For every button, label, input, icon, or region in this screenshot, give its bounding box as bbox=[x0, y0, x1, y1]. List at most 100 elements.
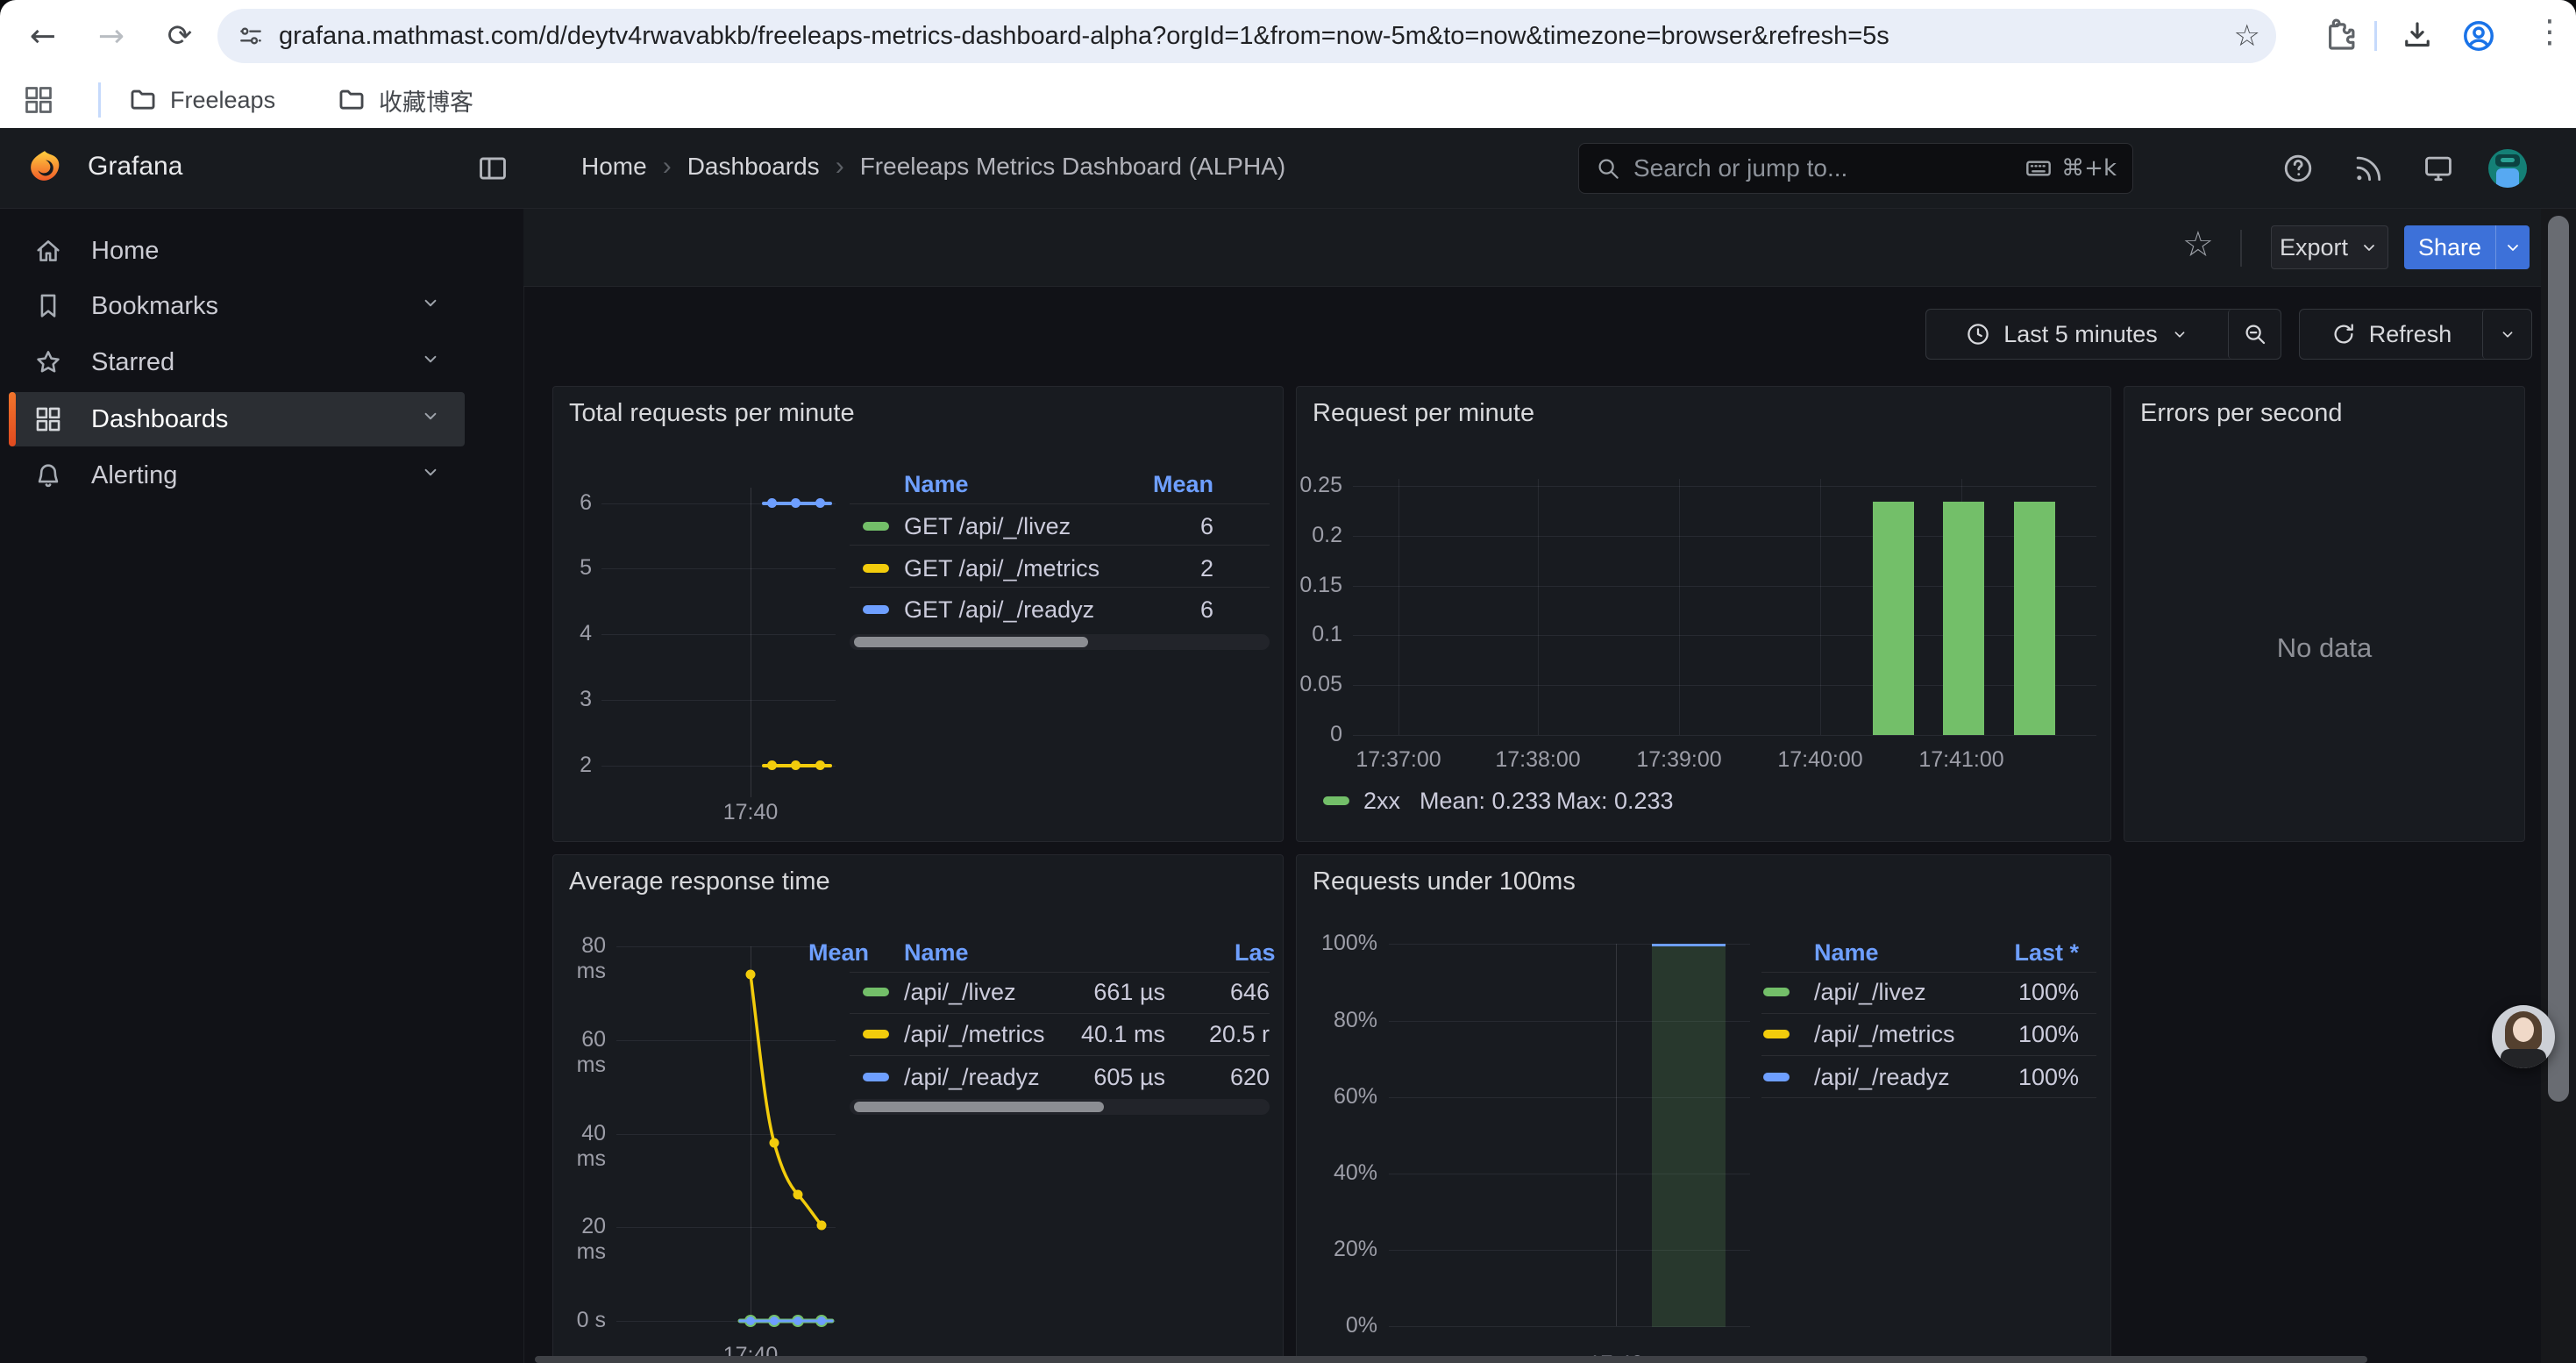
clock-icon bbox=[1965, 321, 1991, 347]
panel-requests-under-100ms[interactable]: Requests under 100ms 100% 80% 60% 40% 20… bbox=[1296, 854, 2111, 1363]
breadcrumb-home[interactable]: Home bbox=[581, 153, 647, 181]
table-header-last[interactable]: Las bbox=[1235, 939, 1276, 967]
page-scrollbar-thumb[interactable] bbox=[2548, 216, 2569, 1102]
share-button[interactable]: Share bbox=[2404, 225, 2495, 269]
sidebar-item-starred[interactable]: Starred bbox=[9, 335, 465, 389]
legend-series-name[interactable]: 2xx bbox=[1363, 788, 1400, 815]
profile-icon[interactable] bbox=[2460, 18, 2497, 59]
series-color-swatch[interactable] bbox=[1763, 988, 1790, 996]
legend-mean: Mean: 0.233 bbox=[1420, 788, 1551, 815]
breadcrumb-dashboards[interactable]: Dashboards bbox=[687, 153, 820, 181]
table-header-name[interactable]: Name bbox=[904, 471, 969, 498]
data-point bbox=[767, 760, 777, 770]
browser-forward-button[interactable]: → bbox=[91, 16, 132, 56]
chevron-down-icon[interactable] bbox=[419, 460, 442, 490]
time-range-picker-button[interactable]: Last 5 minutes bbox=[1926, 310, 2228, 359]
bookmark-star-icon[interactable]: ☆ bbox=[2234, 18, 2260, 54]
series-name[interactable]: GET /api/_/livez bbox=[904, 513, 1071, 540]
bookmark-folder-freeleaps[interactable]: Freeleaps bbox=[114, 80, 289, 120]
y-tick: 20% bbox=[1297, 1237, 1377, 1262]
horizontal-scrollbar-thumb[interactable] bbox=[535, 1356, 2367, 1363]
series-color-swatch[interactable] bbox=[1763, 1073, 1790, 1081]
bookmark-label: Freeleaps bbox=[170, 87, 275, 114]
series-name[interactable]: /api/_/livez bbox=[1814, 979, 1926, 1006]
refresh-interval-dropdown[interactable] bbox=[2482, 310, 2531, 359]
table-header-mean[interactable]: Mean bbox=[694, 939, 869, 967]
series-color-swatch[interactable] bbox=[863, 605, 889, 614]
series-name[interactable]: /api/_/readyz bbox=[1814, 1064, 1950, 1091]
panel-total-requests-per-minute[interactable]: Total requests per minute 6 5 4 3 2 17:4… bbox=[552, 386, 1284, 842]
favorite-star-icon[interactable]: ☆ bbox=[2182, 225, 2214, 265]
share-dropdown-button[interactable] bbox=[2495, 225, 2530, 269]
sidebar-item-bookmarks[interactable]: Bookmarks bbox=[9, 279, 465, 333]
table-header-name[interactable]: Name bbox=[1814, 939, 1879, 967]
downloads-icon[interactable] bbox=[2399, 18, 2436, 59]
monitor-kiosk-icon[interactable] bbox=[2422, 152, 2455, 189]
panel-average-response-time[interactable]: Average response time 80 ms 60 ms 40 ms … bbox=[552, 854, 1284, 1363]
table-header-name[interactable]: Name bbox=[904, 939, 969, 967]
toolbar-divider bbox=[2374, 21, 2377, 51]
keyboard-icon bbox=[2025, 154, 2053, 182]
url-text[interactable]: grafana.mathmast.com/d/deytv4rwavabkb/fr… bbox=[279, 22, 2190, 51]
browser-back-button[interactable]: ← bbox=[23, 16, 63, 56]
table-scrollbar[interactable] bbox=[850, 1099, 1270, 1115]
gridline bbox=[1353, 635, 2096, 636]
panel-errors-per-second[interactable]: Errors per second No data bbox=[2124, 386, 2525, 842]
table-scrollbar-thumb[interactable] bbox=[854, 1102, 1104, 1112]
series-color-swatch[interactable] bbox=[863, 1073, 889, 1081]
floating-assistant-avatar[interactable] bbox=[2492, 1005, 2555, 1068]
sidebar-item-home[interactable]: Home bbox=[9, 224, 465, 278]
y-tick: 2 bbox=[553, 753, 592, 778]
site-settings-icon[interactable] bbox=[237, 22, 265, 54]
subheader-divider bbox=[2240, 230, 2242, 267]
sidebar-item-label: Bookmarks bbox=[91, 292, 218, 321]
series-name[interactable]: /api/_/metrics bbox=[1814, 1021, 1955, 1048]
sidebar-item-label: Home bbox=[91, 237, 159, 266]
chevron-down-icon[interactable] bbox=[419, 347, 442, 377]
bookmark-folder-blogs[interactable]: 收藏博客 bbox=[323, 80, 487, 120]
legend-color-swatch[interactable] bbox=[1323, 796, 1349, 805]
refresh-controls: Refresh bbox=[2299, 309, 2532, 360]
gridline bbox=[1353, 586, 2096, 587]
table-scrollbar-thumb[interactable] bbox=[854, 637, 1088, 647]
chevron-down-icon bbox=[2498, 325, 2517, 344]
sidebar-item-dashboards[interactable]: Dashboards bbox=[9, 392, 465, 446]
data-point bbox=[791, 498, 801, 508]
series-color-swatch[interactable] bbox=[1763, 1030, 1790, 1038]
series-color-swatch[interactable] bbox=[863, 988, 889, 996]
table-header-last[interactable]: Last * bbox=[1946, 939, 2079, 967]
panel-request-per-minute[interactable]: Request per minute 0.25 0.2 0.15 0.1 0.0… bbox=[1296, 386, 2111, 842]
grafana-brand-label: Grafana bbox=[88, 152, 182, 182]
chevron-down-icon[interactable] bbox=[419, 291, 442, 321]
bar-top-edge bbox=[1652, 944, 1726, 946]
table-header-mean[interactable]: Mean bbox=[1078, 471, 1213, 498]
data-point bbox=[815, 498, 825, 508]
sidebar-item-alerting[interactable]: Alerting bbox=[9, 448, 465, 503]
grafana-logo-icon[interactable] bbox=[26, 149, 63, 190]
series-last: 20.5 r bbox=[1183, 1021, 1270, 1048]
series-name[interactable]: GET /api/_/readyz bbox=[904, 596, 1094, 624]
dock-menu-toggle-icon[interactable] bbox=[476, 152, 509, 189]
news-rss-icon[interactable] bbox=[2352, 152, 2385, 189]
data-point bbox=[791, 760, 801, 770]
table-separator bbox=[850, 503, 1270, 504]
apps-grid-icon[interactable] bbox=[23, 84, 54, 120]
browser-reload-button[interactable]: ⟳ bbox=[160, 16, 200, 56]
help-icon[interactable] bbox=[2281, 152, 2315, 189]
zoom-out-time-button[interactable] bbox=[2228, 310, 2281, 359]
series-color-swatch[interactable] bbox=[863, 522, 889, 531]
y-tick: 0.05 bbox=[1297, 672, 1342, 697]
browser-menu-kebab-icon[interactable]: ⋮ bbox=[2534, 14, 2565, 50]
series-color-swatch[interactable] bbox=[863, 564, 889, 573]
extensions-icon[interactable] bbox=[2322, 18, 2359, 59]
export-button[interactable]: Export bbox=[2271, 225, 2388, 269]
time-range-label: Last 5 minutes bbox=[2003, 321, 2158, 348]
browser-address-bar[interactable]: grafana.mathmast.com/d/deytv4rwavabkb/fr… bbox=[217, 9, 2276, 63]
series-color-swatch[interactable] bbox=[863, 1030, 889, 1038]
refresh-button[interactable]: Refresh bbox=[2300, 310, 2482, 359]
chevron-down-icon[interactable] bbox=[419, 404, 442, 434]
table-scrollbar[interactable] bbox=[850, 634, 1270, 650]
search-input[interactable]: Search or jump to... ⌘+k bbox=[1578, 143, 2133, 194]
series-name[interactable]: GET /api/_/metrics bbox=[904, 555, 1099, 582]
user-avatar[interactable] bbox=[2488, 149, 2527, 188]
